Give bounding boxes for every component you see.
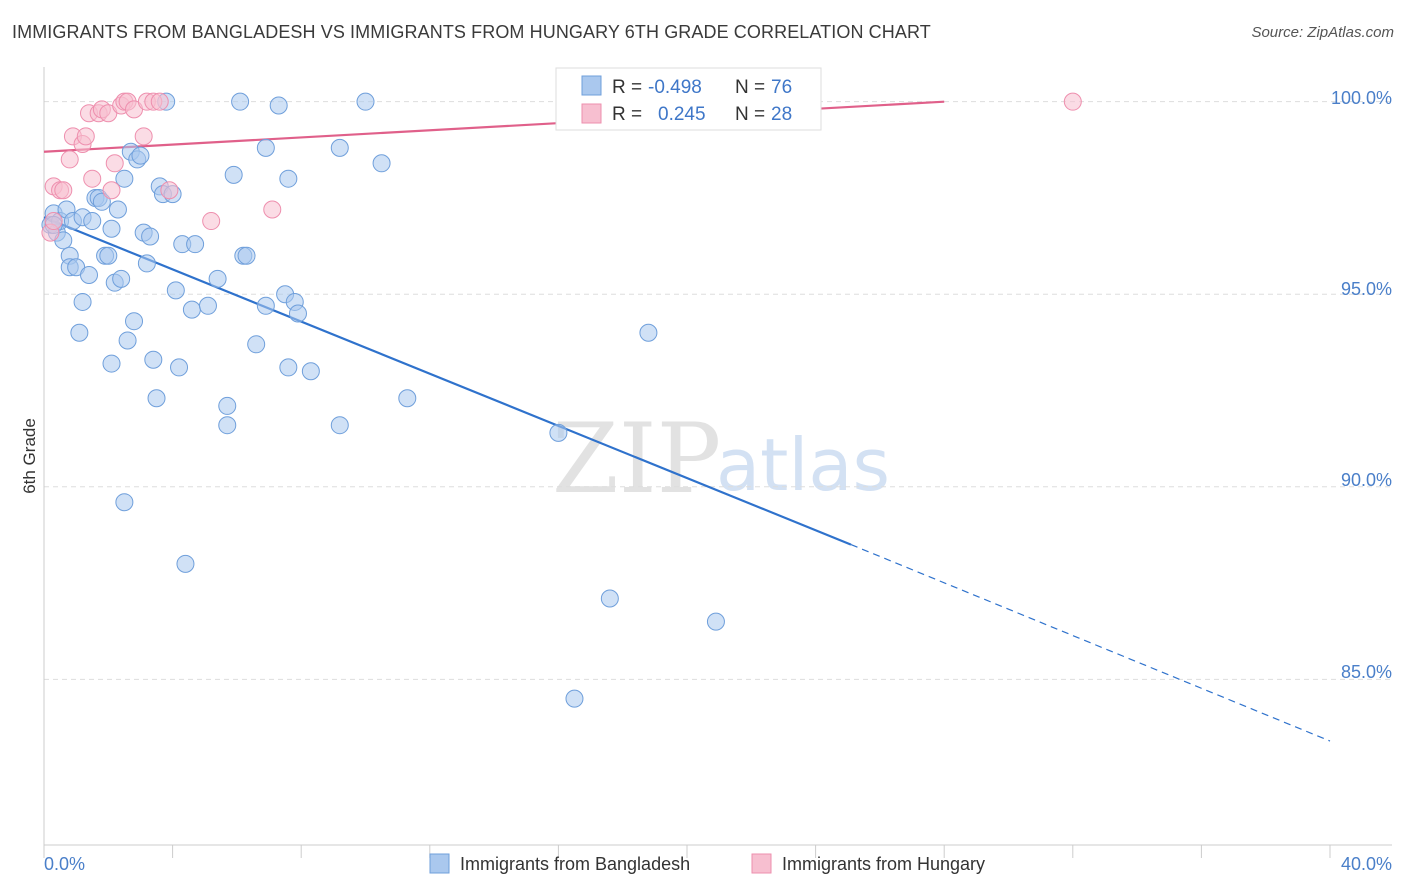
hungary-point-26 <box>263 200 282 219</box>
hungary-point-25 <box>202 212 221 231</box>
bangladesh-point-13 <box>80 265 99 284</box>
bangladesh-point-20 <box>102 219 121 238</box>
bangladesh-point-72 <box>600 589 619 608</box>
y-tick-label-100: 100.0% <box>1331 88 1392 108</box>
chart-title: IMMIGRANTS FROM BANGLADESH VS IMMIGRANTS… <box>12 22 931 42</box>
bangladesh-point-23 <box>108 200 127 219</box>
bangladesh-point-48 <box>208 269 227 288</box>
bangladesh-point-74 <box>706 612 725 631</box>
bangladesh-point-44 <box>176 554 195 573</box>
legend: Immigrants from Bangladesh Immigrants fr… <box>429 853 985 874</box>
bangladesh-point-65 <box>330 138 349 157</box>
bangladesh-point-14 <box>83 212 102 231</box>
stats-r-label-2: R = <box>612 104 642 125</box>
hungary-point-24 <box>160 181 179 200</box>
legend-swatch-bangladesh[interactable] <box>429 853 450 874</box>
bangladesh-point-57 <box>256 296 275 315</box>
bangladesh-trend-extension <box>850 544 1331 742</box>
axis-layer <box>43 67 1392 858</box>
hungary-point-15 <box>105 154 124 173</box>
bangladesh-point-51 <box>224 165 243 184</box>
bangladesh-trend-line <box>43 216 852 546</box>
stats-n-value-1: 76 <box>771 77 792 98</box>
bangladesh-point-64 <box>301 362 320 381</box>
stats-n-label-2: N = <box>735 104 765 125</box>
hungary-point-27 <box>1063 92 1082 111</box>
bangladesh-point-17 <box>92 192 111 211</box>
y-tick-label-95: 95.0% <box>1341 279 1392 299</box>
legend-swatch-hungary[interactable] <box>751 853 772 874</box>
hungary-point-8 <box>76 127 95 146</box>
bangladesh-point-68 <box>372 154 391 173</box>
hungary-point-14 <box>102 181 121 200</box>
bangladesh-point-55 <box>247 335 266 354</box>
bangladesh-point-21 <box>102 354 121 373</box>
stats-r-value-2: 0.245 <box>658 104 706 125</box>
hungary-point-10 <box>83 169 102 188</box>
bangladesh-point-36 <box>147 389 166 408</box>
bangladesh-point-73 <box>639 323 658 342</box>
bangladesh-point-46 <box>186 235 205 254</box>
bangladesh-point-70 <box>549 423 568 442</box>
bangladesh-point-56 <box>256 138 275 157</box>
stats-n-label-1: N = <box>735 77 765 98</box>
bangladesh-point-49 <box>218 396 237 415</box>
bangladesh-point-27 <box>118 331 137 350</box>
bangladesh-point-58 <box>269 96 288 115</box>
bangladesh-point-47 <box>198 296 217 315</box>
bangladesh-point-50 <box>218 416 237 435</box>
bangladesh-point-67 <box>356 92 375 111</box>
bangladesh-point-71 <box>565 689 584 708</box>
hungary-point-20 <box>134 127 153 146</box>
hungary-point-5 <box>60 150 79 169</box>
bangladesh-point-54 <box>237 246 256 265</box>
stats-r-value-1: -0.498 <box>648 77 702 98</box>
bangladesh-point-35 <box>144 350 163 369</box>
bangladesh-point-33 <box>137 254 156 273</box>
stats-box: R = -0.498 N = 76 R = 0.245 N = 28 <box>555 67 822 131</box>
bangladesh-point-19 <box>99 246 118 265</box>
chart-source: Source: ZipAtlas.com <box>1251 24 1394 41</box>
bangladesh-point-31 <box>131 146 150 165</box>
bangladesh-point-34 <box>141 227 160 246</box>
bangladesh-point-24 <box>112 269 131 288</box>
bangladesh-point-63 <box>288 304 307 323</box>
bangladesh-point-61 <box>279 358 298 377</box>
bangladesh-point-45 <box>182 300 201 319</box>
bangladesh-point-66 <box>330 416 349 435</box>
watermark-zip: ZIP <box>552 403 721 515</box>
bangladesh-point-41 <box>166 281 185 300</box>
y-axis-title: 6th Grade <box>20 418 39 494</box>
bangladesh-point-60 <box>279 169 298 188</box>
stats-r-label-1: R = <box>612 77 642 98</box>
bangladesh-point-42 <box>170 358 189 377</box>
bangladesh-point-26 <box>115 169 134 188</box>
y-tick-label-85: 85.0% <box>1341 662 1392 682</box>
bangladesh-point-10 <box>70 323 89 342</box>
grid-layer <box>44 101 1392 680</box>
watermark-atlas: atlas <box>716 423 890 507</box>
legend-label-bangladesh[interactable]: Immigrants from Bangladesh <box>460 854 690 874</box>
stats-swatch-pink <box>581 103 602 124</box>
bangladesh-point-12 <box>73 292 92 311</box>
stats-n-value-2: 28 <box>771 104 792 125</box>
bangladesh-point-69 <box>398 389 417 408</box>
point-layer <box>41 92 1082 708</box>
hungary-point-4 <box>54 181 73 200</box>
bangladesh-point-52 <box>231 92 250 111</box>
x-tick-label-min: 0.0% <box>44 854 85 874</box>
y-tick-label-90: 90.0% <box>1341 470 1392 490</box>
bangladesh-point-29 <box>125 312 144 331</box>
hungary-point-23 <box>150 92 169 111</box>
legend-label-hungary[interactable]: Immigrants from Hungary <box>782 854 985 874</box>
bangladesh-point-25 <box>115 493 134 512</box>
stats-swatch-blue <box>581 75 602 96</box>
hungary-point-1 <box>44 212 63 231</box>
x-tick-label-max: 40.0% <box>1341 854 1392 874</box>
